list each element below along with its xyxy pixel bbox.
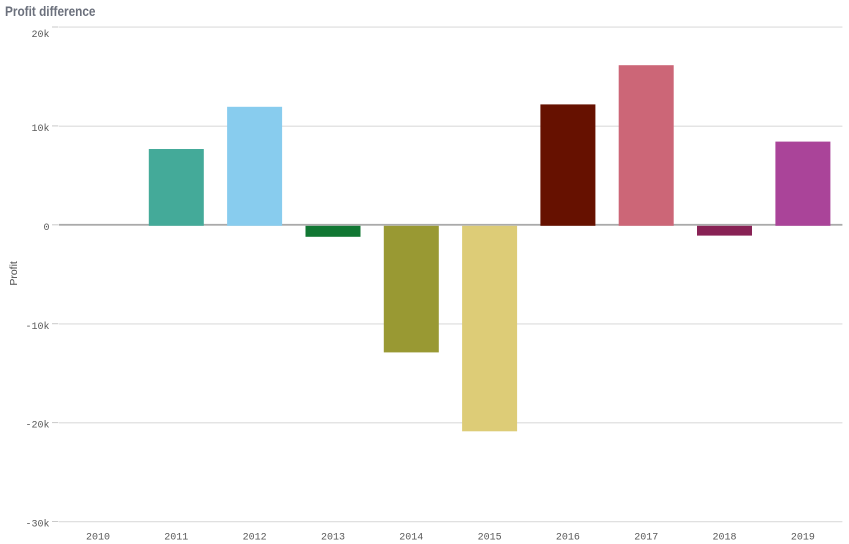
svg-text:-10k: -10k <box>25 321 49 333</box>
svg-text:10k: 10k <box>31 123 49 135</box>
svg-text:2015: 2015 <box>478 532 502 543</box>
svg-text:2016: 2016 <box>556 532 580 543</box>
svg-text:2013: 2013 <box>321 532 345 543</box>
svg-text:0: 0 <box>43 223 49 234</box>
svg-text:-20k: -20k <box>25 420 49 432</box>
svg-text:2010: 2010 <box>86 532 110 543</box>
svg-text:2019: 2019 <box>791 532 815 543</box>
svg-text:2011: 2011 <box>164 532 188 543</box>
svg-text:Profit: Profit <box>8 261 20 286</box>
svg-text:2018: 2018 <box>712 532 736 543</box>
svg-text:2014: 2014 <box>399 532 423 543</box>
svg-text:-30k: -30k <box>25 519 49 531</box>
svg-text:20k: 20k <box>31 29 49 41</box>
svg-text:2012: 2012 <box>243 532 267 543</box>
svg-text:2017: 2017 <box>634 532 658 543</box>
